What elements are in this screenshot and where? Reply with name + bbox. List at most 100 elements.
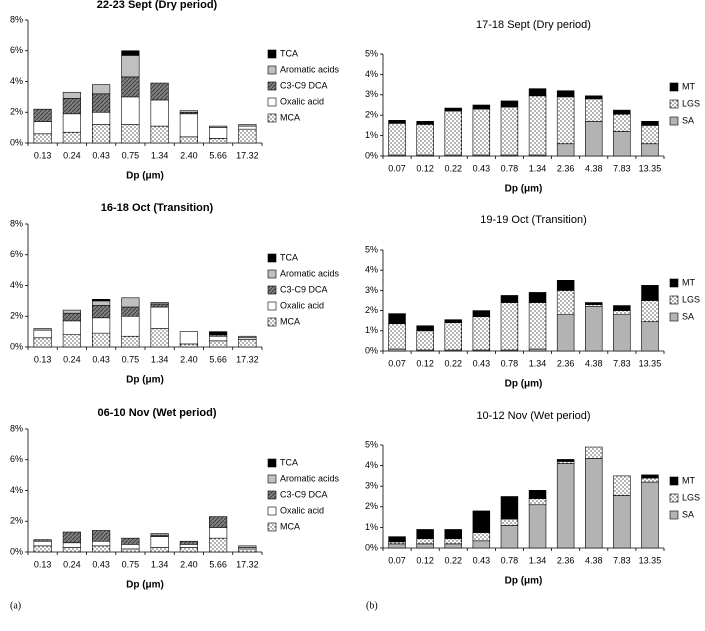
bar-segment xyxy=(92,317,111,334)
bar-segment xyxy=(62,131,81,144)
bar-segment xyxy=(150,302,169,305)
bar-segment xyxy=(641,143,659,157)
bar-segment xyxy=(150,125,169,144)
bar-segment xyxy=(62,312,81,322)
bar-segment xyxy=(92,545,111,553)
y-tick-label: 4% xyxy=(10,280,23,290)
bar-segment xyxy=(388,313,406,325)
bar-segment xyxy=(238,124,257,127)
x-tick-label: 4.38 xyxy=(585,555,603,565)
bar-segment xyxy=(472,108,491,156)
y-tick-label: 4% xyxy=(10,76,23,86)
bar-segment xyxy=(556,463,575,549)
legend-swatch xyxy=(669,82,679,92)
bar-segment xyxy=(613,305,631,311)
bar-segment xyxy=(388,123,406,156)
bar-segment xyxy=(121,544,140,550)
y-tick-label: 5% xyxy=(365,439,378,449)
x-tick-label: 2.36 xyxy=(557,555,575,565)
bar-segment xyxy=(92,530,111,542)
legend-label: C3-C9 DCA xyxy=(280,284,328,294)
y-tick-label: 3% xyxy=(365,481,378,491)
legend-label: SA xyxy=(682,311,694,321)
bar-segment xyxy=(238,335,257,339)
bar-segment xyxy=(179,113,198,138)
bar-segment xyxy=(585,306,603,352)
x-tick-label: 0.13 xyxy=(34,150,52,160)
bar-segment xyxy=(641,285,659,301)
x-tick-label: 0.22 xyxy=(444,163,462,173)
bar-segment xyxy=(62,91,81,99)
bar-segment xyxy=(92,124,111,144)
x-axis-label: Dp (μm) xyxy=(505,576,543,587)
legend-swatch xyxy=(267,81,277,91)
panel-label: (b) xyxy=(366,600,378,611)
bar-segment xyxy=(528,504,547,549)
legend-swatch xyxy=(267,285,277,295)
bar-segment xyxy=(444,543,462,549)
legend-swatch xyxy=(267,474,277,484)
chart-title: 19-19 Oct (Transition) xyxy=(480,214,587,226)
bar-segment xyxy=(209,527,228,539)
bar-segment xyxy=(179,547,198,553)
bar-segment xyxy=(472,316,491,351)
bar-segment xyxy=(121,76,140,98)
bar-segment xyxy=(121,548,140,553)
bar-segment xyxy=(62,98,81,115)
chart-title: 16-18 Oct (Transition) xyxy=(101,202,214,214)
bar-segment xyxy=(528,88,547,97)
y-tick-label: 8% xyxy=(10,14,23,24)
bar-segment xyxy=(33,545,52,553)
bar-segment xyxy=(92,299,111,302)
legend-label: Oxalic acid xyxy=(280,96,324,106)
bar-segment xyxy=(500,100,519,108)
bar-segment xyxy=(444,538,462,545)
bar-segment xyxy=(150,328,169,348)
bar-segment xyxy=(641,481,659,549)
y-tick-label: 5% xyxy=(365,244,378,254)
bar-segment xyxy=(179,544,198,548)
bar-segment xyxy=(444,319,462,324)
y-tick-label: 2% xyxy=(10,311,23,321)
legend-label: C3-C9 DCA xyxy=(280,489,328,499)
bar-segment xyxy=(388,543,406,549)
bar-segment xyxy=(528,292,547,303)
bar-segment xyxy=(209,335,228,342)
bar-segment xyxy=(150,306,169,329)
x-tick-label: 13.35 xyxy=(639,163,662,173)
legend-label: Oxalic acid xyxy=(280,300,324,310)
bar-segment xyxy=(92,111,111,125)
bar-segment xyxy=(528,498,547,506)
y-tick-label: 2% xyxy=(10,107,23,117)
legend-label: LGS xyxy=(682,98,700,108)
bar-segment xyxy=(179,343,198,348)
legend-swatch xyxy=(669,493,679,503)
bar-segment xyxy=(150,536,169,548)
legend-swatch xyxy=(669,99,679,109)
bar-segment xyxy=(62,542,81,548)
bar-segment xyxy=(150,99,169,127)
bar-segment xyxy=(33,539,52,542)
y-tick-label: 0% xyxy=(365,542,378,552)
bar-segment xyxy=(209,340,228,348)
y-tick-label: 0% xyxy=(10,137,23,147)
bar-segment xyxy=(92,305,111,319)
bar-segment xyxy=(209,125,228,128)
x-tick-label: 4.38 xyxy=(585,358,603,368)
bar-segment xyxy=(121,124,140,144)
x-axis-label: Dp (μm) xyxy=(505,184,543,195)
bar-segment xyxy=(121,297,140,308)
y-tick-label: 3% xyxy=(365,285,378,295)
bar-segment xyxy=(209,331,228,335)
x-tick-label: 1.34 xyxy=(529,163,547,173)
x-tick-label: 0.12 xyxy=(416,358,434,368)
x-tick-label: 1.34 xyxy=(151,354,169,364)
x-tick-label: 0.07 xyxy=(388,358,406,368)
bar-segment xyxy=(613,109,631,115)
y-tick-label: 4% xyxy=(365,265,378,275)
bar-segment xyxy=(62,113,81,133)
bar-segment xyxy=(641,121,659,126)
legend-label: MCA xyxy=(280,521,300,531)
bar-segment xyxy=(150,533,169,536)
x-tick-label: 7.83 xyxy=(613,163,631,173)
